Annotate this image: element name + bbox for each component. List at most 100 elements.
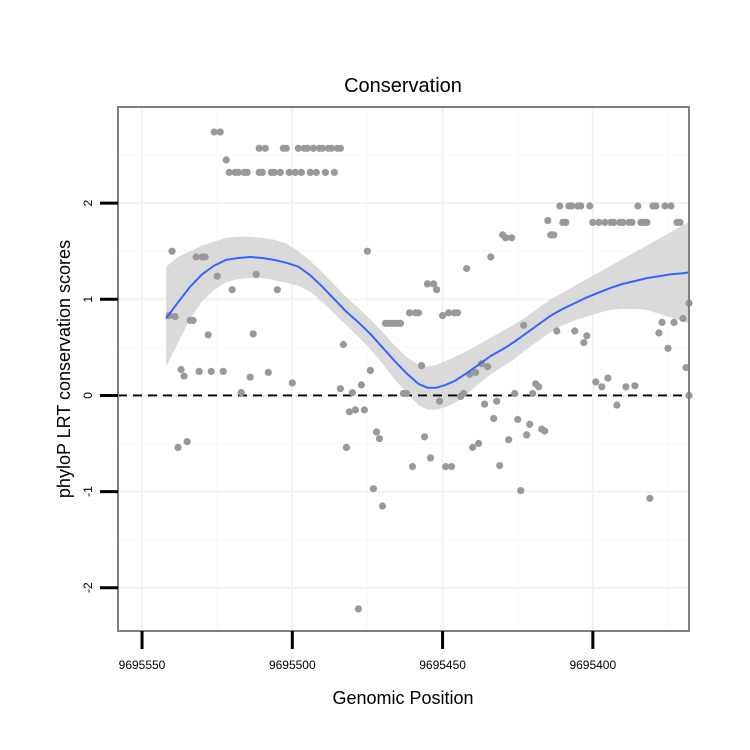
data-point xyxy=(520,321,528,329)
data-point xyxy=(261,144,269,152)
data-point xyxy=(210,128,218,136)
data-point xyxy=(354,605,362,613)
data-point xyxy=(634,202,642,210)
chart-title: Conservation xyxy=(344,75,462,97)
data-point xyxy=(589,218,597,226)
x-axis-title: Genomic Position xyxy=(332,688,473,708)
data-point xyxy=(490,414,498,423)
data-point xyxy=(378,502,387,510)
data-point xyxy=(402,389,411,398)
data-point xyxy=(330,168,338,176)
data-point xyxy=(339,340,347,349)
data-point xyxy=(417,362,426,370)
data-point xyxy=(225,168,233,176)
data-point xyxy=(586,202,594,210)
data-point xyxy=(357,381,365,389)
data-point xyxy=(345,408,353,416)
data-point xyxy=(288,379,296,387)
data-point xyxy=(622,383,630,391)
data-point xyxy=(207,367,215,375)
confidence-band xyxy=(166,221,690,410)
data-point xyxy=(496,462,504,470)
data-point xyxy=(246,373,254,381)
data-point xyxy=(646,494,654,502)
data-point xyxy=(174,443,182,451)
data-point xyxy=(487,253,495,261)
data-point xyxy=(213,272,221,280)
data-point xyxy=(369,485,377,493)
data-point xyxy=(535,383,543,391)
data-point xyxy=(613,401,621,409)
y-tick-label: -2 xyxy=(81,582,95,593)
data-point xyxy=(204,331,212,339)
data-point xyxy=(177,365,185,374)
data-point xyxy=(481,400,489,408)
data-point xyxy=(610,218,618,226)
data-point xyxy=(423,280,432,288)
data-point xyxy=(526,420,534,428)
data-point xyxy=(366,366,374,374)
data-point xyxy=(201,253,209,261)
data-point xyxy=(517,487,525,495)
data-point xyxy=(318,144,326,152)
x-tick-label: 9695400 xyxy=(569,658,616,672)
y-tick-label: 0 xyxy=(81,392,95,399)
data-point xyxy=(502,234,510,242)
data-point xyxy=(285,168,293,176)
data-point xyxy=(264,368,272,376)
data-point xyxy=(309,144,317,152)
data-point xyxy=(312,168,320,176)
data-point xyxy=(282,144,290,152)
data-point xyxy=(192,253,200,261)
data-point xyxy=(667,202,675,210)
data-point xyxy=(556,202,564,210)
data-point xyxy=(243,168,251,176)
data-point xyxy=(321,168,329,176)
data-point xyxy=(445,309,453,317)
data-point xyxy=(195,367,203,375)
data-point xyxy=(219,367,227,375)
data-point xyxy=(426,454,435,462)
data-point xyxy=(291,168,299,176)
data-point xyxy=(363,247,371,255)
data-point xyxy=(523,431,531,439)
data-point xyxy=(472,368,480,376)
data-point xyxy=(514,415,522,424)
data-point xyxy=(601,218,609,226)
data-point xyxy=(592,378,600,386)
data-point xyxy=(414,309,423,317)
data-point xyxy=(541,427,549,435)
data-point xyxy=(405,309,414,317)
data-point xyxy=(577,202,585,210)
data-point xyxy=(553,327,561,335)
data-point xyxy=(469,443,477,451)
data-point xyxy=(652,202,660,210)
data-point xyxy=(448,463,456,471)
data-point xyxy=(249,330,257,338)
data-point xyxy=(189,316,197,324)
data-point xyxy=(442,463,450,471)
y-axis: -2 -1 0 1 2 xyxy=(81,199,118,593)
data-point xyxy=(433,286,441,294)
data-point xyxy=(454,309,462,317)
data-point xyxy=(670,318,678,326)
y-axis-title: phyloP LRT conservation scores xyxy=(54,240,74,498)
data-point xyxy=(658,318,666,326)
data-point xyxy=(348,389,356,397)
data-point xyxy=(475,439,483,448)
data-point xyxy=(252,270,260,278)
data-point xyxy=(420,433,429,441)
data-point xyxy=(396,319,405,327)
data-point xyxy=(571,327,579,335)
data-point xyxy=(276,168,284,176)
plot-panel xyxy=(117,106,693,632)
data-point xyxy=(580,339,588,347)
data-point xyxy=(598,383,606,391)
data-point xyxy=(372,428,381,436)
y-tick-label: -1 xyxy=(81,486,95,497)
data-point xyxy=(273,286,281,294)
data-point xyxy=(255,144,263,152)
data-point xyxy=(676,218,684,226)
panel-border xyxy=(117,106,690,632)
